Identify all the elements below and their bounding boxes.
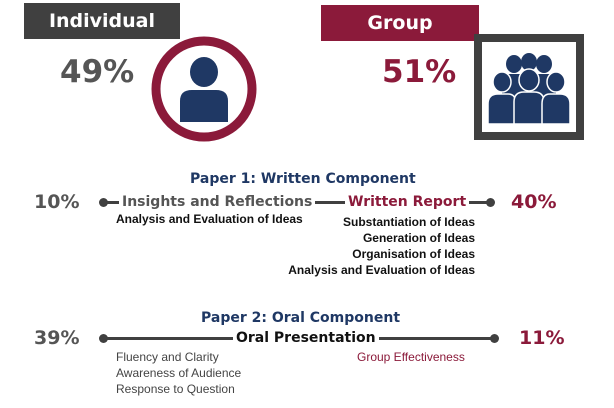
list-item: Response to Question [116, 382, 235, 396]
list-item: Group Effectiveness [357, 350, 465, 364]
paper2-center-label: Oral Presentation [233, 329, 379, 347]
paper2-left-dot [99, 334, 108, 343]
individual-percent: 49% [60, 54, 135, 90]
list-item: Fluency and Clarity [116, 350, 219, 364]
paper1-heading: Paper 1: Written Component [190, 171, 416, 187]
list-item: Awareness of Audience [116, 366, 242, 380]
list-item: Analysis and Evaluation of Ideas [288, 263, 475, 277]
paper1-right-percent: 40% [511, 191, 557, 213]
paper1-right-label: Written Report [345, 193, 470, 211]
paper1-left-label: Insights and Reflections [119, 193, 316, 211]
paper1-left-items: Analysis and Evaluation of Ideas [116, 211, 303, 227]
paper1-right-items: Substantiation of Ideas Generation of Id… [288, 214, 475, 278]
list-item: Substantiation of Ideas [342, 215, 475, 229]
paper2-left-items: Fluency and Clarity Awareness of Audienc… [116, 349, 241, 397]
paper2-left-percent: 39% [34, 327, 80, 349]
paper2-heading: Paper 2: Oral Component [201, 310, 401, 326]
individual-tag: Individual [24, 3, 180, 39]
list-item: Generation of Ideas [362, 231, 475, 245]
paper1-left-percent: 10% [34, 191, 80, 213]
paper2-right-items: Group Effectiveness [357, 349, 465, 365]
list-item: Organisation of Ideas [352, 247, 475, 261]
paper1-left-dot [99, 198, 108, 207]
person-icon [149, 34, 259, 144]
paper2-right-dot [490, 334, 499, 343]
paper1-right-dot [486, 198, 495, 207]
group-tag: Group [321, 5, 479, 41]
group-icon [474, 34, 584, 140]
list-item: Analysis and Evaluation of Ideas [116, 212, 303, 226]
paper2-right-percent: 11% [519, 327, 565, 349]
group-percent: 51% [382, 54, 457, 90]
